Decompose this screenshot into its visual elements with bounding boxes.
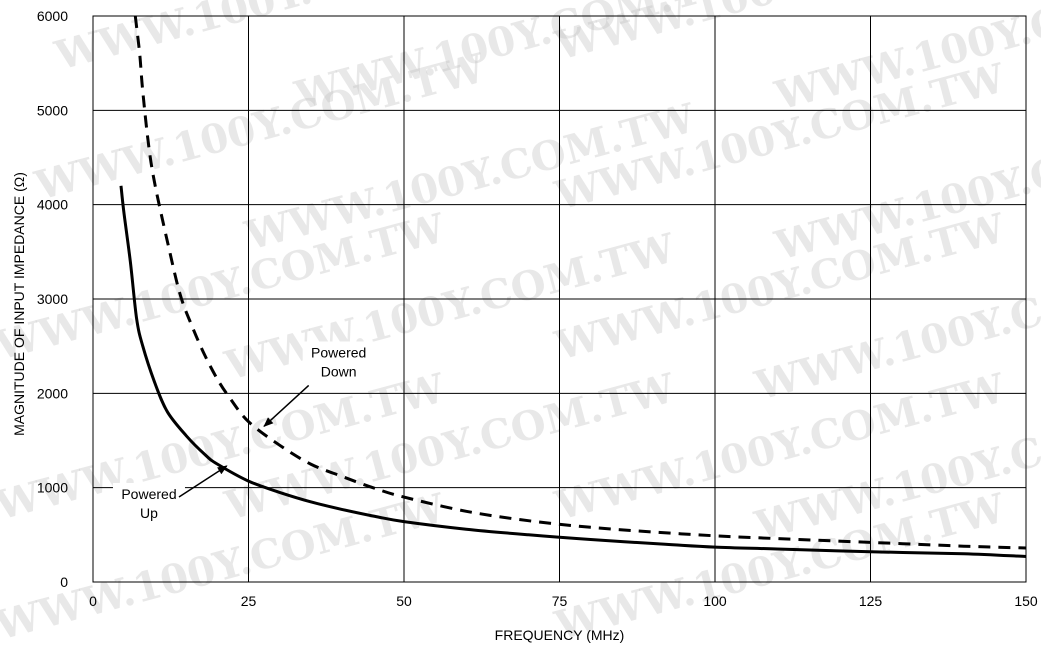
x-tick-label: 75	[552, 593, 568, 609]
annotation-powered-up: Powered Up	[112, 465, 228, 523]
x-axis-title: FREQUENCY (MHz)	[495, 627, 625, 643]
x-tick-label: 100	[703, 593, 727, 609]
x-tick-labels: 0 25 50 75 100 125 150	[89, 593, 1038, 609]
y-tick-label: 2000	[37, 385, 68, 401]
annotation-label: Powered	[121, 486, 176, 502]
plot-frame	[92, 15, 1027, 583]
y-tick-label: 0	[60, 574, 68, 590]
y-tick-labels: 0 1000 2000 3000 4000 5000 6000	[37, 8, 68, 590]
x-tick-label: 25	[241, 593, 257, 609]
series-line-powered-down	[133, 15, 1027, 550]
series-line-powered-up	[119, 185, 1027, 558]
annotations: Powered Down Powered Up	[112, 341, 375, 523]
y-tick-label: 3000	[37, 291, 68, 307]
y-tick-label: 4000	[37, 197, 68, 213]
annotation-powered-down: Powered Down	[263, 341, 375, 428]
annotation-label: Up	[140, 505, 158, 521]
annotation-label: Powered	[311, 344, 366, 360]
y-tick-label: 6000	[37, 8, 68, 24]
y-axis-title: MAGNITUDE OF INPUT IMPEDANCE (Ω)	[11, 172, 27, 436]
annotation-label: Down	[321, 363, 357, 379]
annotation-arrow	[178, 465, 228, 498]
x-tick-label: 50	[396, 593, 412, 609]
series-lines	[119, 15, 1027, 558]
y-tick-label: 5000	[37, 102, 68, 118]
x-tick-label: 150	[1014, 593, 1038, 609]
x-tick-label: 125	[859, 593, 883, 609]
annotation-arrow	[263, 384, 310, 428]
x-tick-label: 0	[89, 593, 97, 609]
y-tick-label: 1000	[37, 480, 68, 496]
